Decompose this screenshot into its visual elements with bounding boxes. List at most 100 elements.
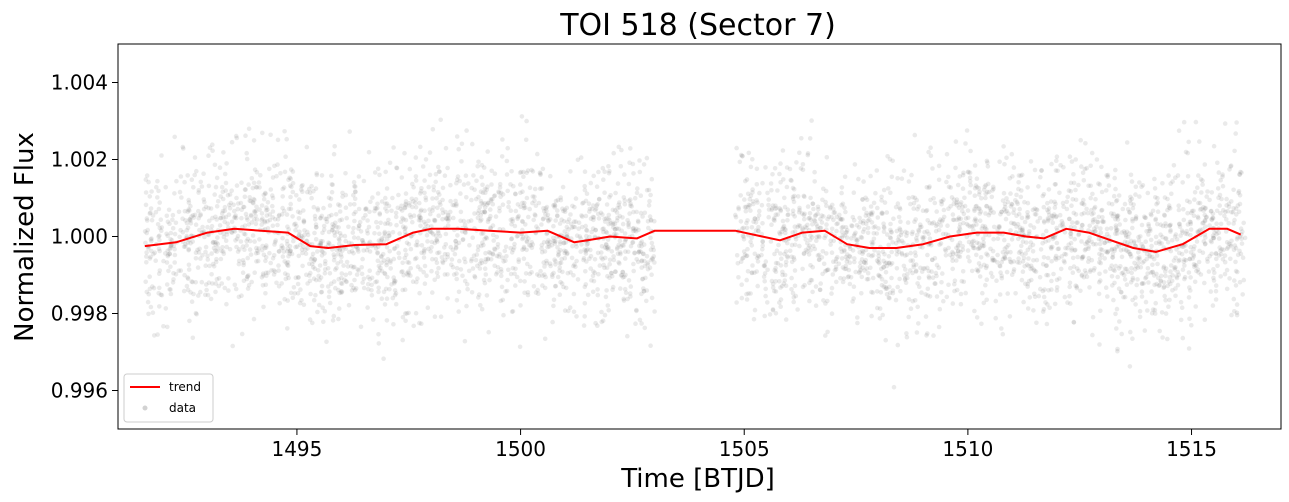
data-point (353, 209, 358, 215)
data-point (544, 258, 549, 264)
data-point (519, 114, 525, 119)
data-point (840, 233, 845, 238)
data-point (267, 250, 272, 256)
data-point (520, 227, 525, 233)
data-point (373, 206, 379, 211)
data-point (1211, 235, 1216, 241)
data-point (564, 251, 570, 257)
data-point (1137, 314, 1143, 320)
data-point (636, 219, 641, 225)
data-point (464, 128, 469, 133)
data-point (331, 257, 337, 263)
data-point (213, 214, 218, 220)
data-point (394, 165, 399, 171)
data-point (836, 261, 842, 267)
data-point (275, 222, 280, 228)
data-point (383, 195, 388, 201)
data-point (1110, 213, 1116, 219)
data-point (541, 260, 546, 265)
data-point (599, 250, 604, 255)
data-point (456, 309, 462, 314)
data-point (482, 209, 487, 214)
data-point (385, 274, 390, 280)
data-point (1074, 266, 1080, 271)
data-point (973, 204, 979, 209)
data-point (973, 216, 978, 222)
data-point (635, 218, 641, 224)
data-point (156, 290, 161, 296)
data-point (253, 221, 259, 227)
data-point (639, 258, 645, 263)
data-point (188, 290, 193, 295)
data-point (167, 221, 172, 226)
data-point (184, 220, 190, 226)
data-point (1150, 269, 1156, 275)
data-point (497, 252, 502, 257)
data-point (177, 234, 182, 240)
data-point (583, 269, 588, 274)
data-point (253, 213, 258, 219)
data-point (232, 214, 238, 220)
data-point (890, 158, 895, 164)
data-point (777, 171, 782, 177)
data-point (866, 213, 871, 218)
data-point (483, 235, 489, 240)
data-point (186, 267, 192, 272)
data-point (855, 237, 860, 242)
data-point (1192, 262, 1198, 268)
data-point (500, 297, 506, 303)
data-point (243, 232, 248, 237)
data-point (884, 291, 890, 297)
data-point (1193, 119, 1199, 125)
data-point (339, 289, 345, 295)
data-point (1046, 288, 1051, 293)
data-point (1053, 168, 1059, 173)
data-point (1210, 215, 1215, 221)
data-point (1211, 236, 1217, 241)
data-point (342, 277, 347, 283)
data-point (324, 219, 330, 225)
data-point (1079, 256, 1085, 261)
data-point (326, 229, 332, 235)
data-point (1125, 207, 1131, 212)
data-point (217, 165, 223, 170)
data-point (639, 244, 644, 249)
data-point (1133, 214, 1139, 219)
data-point (981, 262, 987, 268)
data-point (1139, 294, 1145, 299)
data-point (224, 232, 230, 237)
data-point (462, 222, 468, 228)
data-point (307, 317, 313, 322)
data-point (464, 282, 470, 287)
data-point (861, 218, 866, 224)
data-point (1099, 247, 1105, 253)
data-point (279, 246, 284, 251)
data-point (251, 316, 257, 322)
data-point (489, 182, 494, 187)
data-point (996, 225, 1002, 230)
data-point (288, 290, 294, 296)
data-point (314, 224, 319, 230)
data-point (259, 247, 265, 253)
data-point (985, 160, 990, 165)
data-point (749, 235, 754, 240)
data-point (1120, 270, 1126, 276)
data-point (954, 245, 959, 251)
data-point (485, 184, 490, 189)
data-point (1196, 173, 1201, 178)
data-point (893, 241, 899, 246)
data-point (819, 213, 824, 218)
data-point (966, 239, 972, 245)
data-point (271, 272, 277, 277)
data-point (510, 265, 516, 271)
data-point (172, 246, 177, 252)
data-point (743, 178, 748, 184)
data-point (280, 245, 286, 250)
data-point (587, 206, 593, 212)
data-point (318, 240, 324, 246)
data-point (839, 249, 845, 254)
data-point (282, 296, 288, 302)
data-point (961, 211, 967, 217)
data-point (1105, 172, 1111, 178)
data-point (927, 294, 933, 299)
